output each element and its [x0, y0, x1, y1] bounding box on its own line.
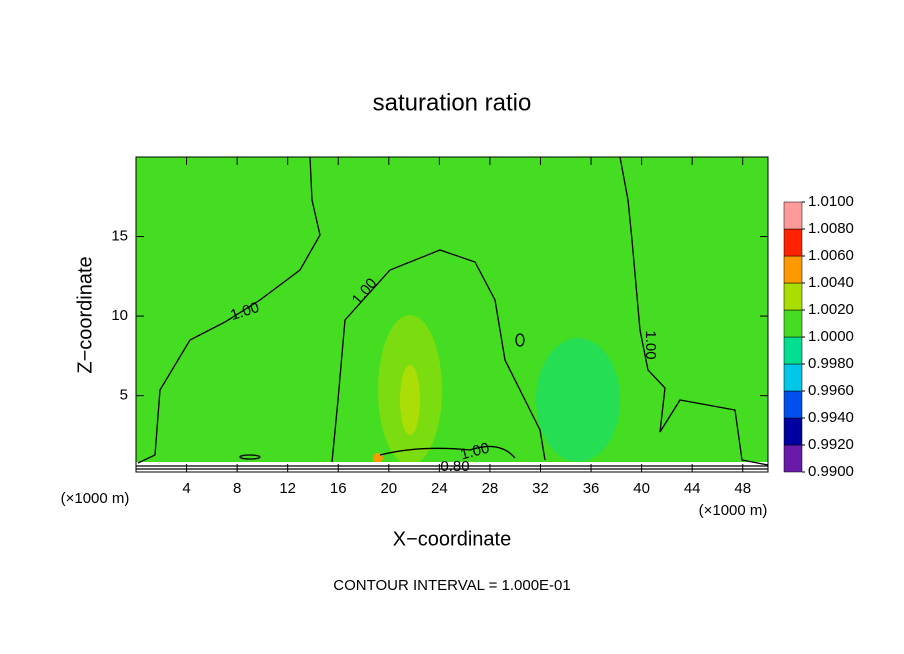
x-axis-label: X−coordinate: [393, 528, 511, 550]
colorbar-bin: [783, 282, 803, 311]
x-tick-label: 28: [482, 480, 499, 497]
x-tick-label: 4: [182, 480, 190, 497]
field-blob: [536, 338, 620, 462]
colorbar-bin: [783, 228, 803, 257]
x-tick-label: 40: [633, 480, 650, 497]
x-tick-label: 32: [532, 480, 549, 497]
y-tick-label: 5: [120, 387, 128, 404]
x-tick-label: 44: [684, 480, 701, 497]
y-axis-label: Z−coordinate: [74, 256, 96, 373]
colorbar-bin: [783, 309, 803, 338]
chart-title: saturation ratio: [373, 89, 532, 116]
x-tick-label: 12: [279, 480, 296, 497]
colorbar-label: 1.0080: [808, 220, 854, 237]
field-ground: [136, 462, 768, 472]
colorbar-label: 1.0060: [808, 247, 854, 264]
x-tick-label: 24: [431, 480, 448, 497]
colorbar-bin: [783, 336, 803, 365]
colorbar-bin: [783, 363, 803, 392]
x-tick-label: 20: [380, 480, 397, 497]
colorbar-label: 0.9900: [808, 463, 854, 480]
x-unit-label: (×1000 m): [699, 502, 768, 519]
x-tick-label: 16: [330, 480, 347, 497]
colorbar-label: 0.9920: [808, 436, 854, 453]
x-unit-label: (×1000 m): [61, 490, 130, 507]
colorbar-label: 1.0020: [808, 301, 854, 318]
colorbar-label: 1.0040: [808, 274, 854, 291]
footer: CONTOUR INTERVAL = 1.000E-01: [333, 577, 570, 594]
x-tick-label: 8: [233, 480, 241, 497]
plot-frame: [135, 156, 769, 473]
x-tick-label: 48: [734, 480, 751, 497]
field-background: [136, 157, 768, 472]
colorbar-bin: [783, 255, 803, 284]
field: [136, 157, 768, 472]
y-tick-label: 15: [111, 228, 128, 245]
contour-label: 1.00: [459, 439, 492, 463]
x-tick-label: 36: [583, 480, 600, 497]
field-blob: [400, 365, 420, 435]
colorbar-bin: [783, 417, 803, 446]
colorbar-bin: [783, 390, 803, 419]
contour-label: 0.80: [440, 458, 469, 475]
colorbar-label: 0.9940: [808, 409, 854, 426]
colorbar-label: 1.0100: [808, 193, 854, 210]
contour-label: 1.00: [642, 330, 659, 359]
colorbar-label: 0.9960: [808, 382, 854, 399]
colorbar-label: 1.0000: [808, 328, 854, 345]
y-tick-label: 10: [111, 307, 128, 324]
colorbar-label: 0.9980: [808, 355, 854, 372]
colorbar-bin: [783, 444, 803, 473]
colorbar-bin: [783, 201, 803, 230]
contour-lines: [136, 157, 768, 470]
